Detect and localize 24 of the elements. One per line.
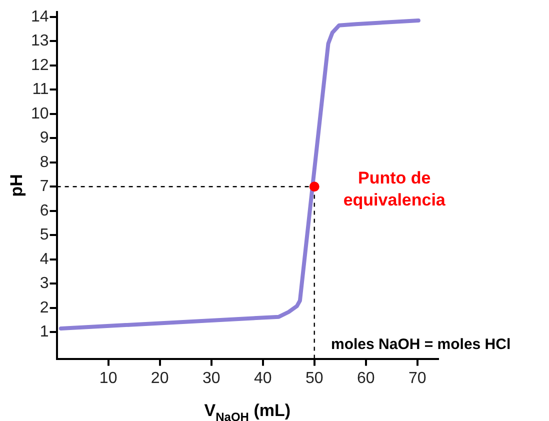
y-tick-label: 3 <box>40 275 49 292</box>
annotation: moles NaOH = moles HCl <box>331 336 511 353</box>
y-tick-label: 9 <box>40 130 49 147</box>
x-tick-label: 60 <box>356 370 375 387</box>
y-tick-label: 12 <box>31 56 49 74</box>
annotation: Punto de equivalencia <box>343 168 446 210</box>
x-tick-label: 30 <box>202 370 220 387</box>
y-tick-label: 6 <box>40 202 49 220</box>
y-tick-label: 8 <box>40 154 49 171</box>
y-tick-label: 2 <box>40 299 49 316</box>
y-tick-label: 14 <box>31 8 49 26</box>
y-axis-title: pH <box>7 174 26 197</box>
x-tick-label: 20 <box>150 370 169 387</box>
y-tick-label: 7 <box>40 178 49 196</box>
x-tick-label: 70 <box>408 370 426 387</box>
x-tick-label: 40 <box>254 370 272 387</box>
y-tick-label: 10 <box>31 105 49 122</box>
y-tick-label: 11 <box>32 81 49 98</box>
x-tick-label: 10 <box>99 370 118 387</box>
y-tick-label: 4 <box>40 250 49 268</box>
y-tick-label: 13 <box>31 32 49 50</box>
y-tick-label: 5 <box>40 226 49 244</box>
x-tick-label: 50 <box>305 370 324 387</box>
y-tick-label: 1 <box>40 324 49 341</box>
